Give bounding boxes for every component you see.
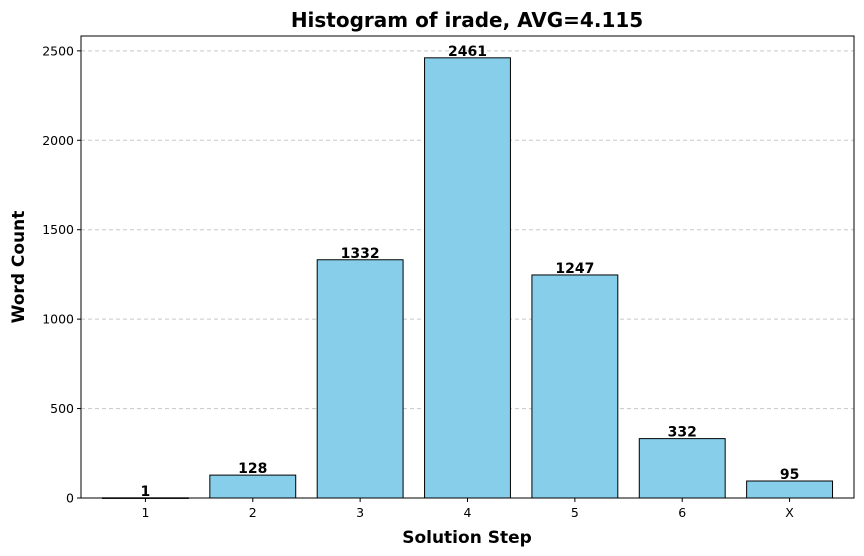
x-tick-label: X	[785, 505, 794, 520]
x-tick-label: 1	[141, 505, 149, 520]
x-tick-label: 3	[356, 505, 364, 520]
data-label: 95	[780, 467, 799, 483]
data-label: 1247	[555, 261, 594, 277]
y-tick-label: 1500	[42, 222, 74, 237]
y-axis-title: Word Count	[9, 211, 29, 324]
y-tick-label: 2000	[42, 133, 74, 148]
data-labels: 1 128 1332 2461 1247 332 95	[141, 44, 800, 500]
data-label: 2461	[448, 44, 487, 60]
x-axis: 1 2 3 4 5 6 X	[141, 498, 794, 520]
bar	[746, 480, 834, 499]
data-label: 128	[238, 461, 267, 477]
bar	[424, 57, 511, 499]
x-tick-label: 6	[678, 505, 686, 520]
x-tick-label: 2	[249, 505, 257, 520]
bar	[531, 274, 619, 499]
bars	[101, 57, 834, 499]
y-tick-label: 0	[66, 491, 74, 506]
bar	[316, 259, 404, 499]
y-tick-label: 500	[50, 401, 74, 416]
x-tick-label: 5	[571, 505, 579, 520]
y-tick-label: 2500	[42, 43, 74, 58]
y-axis: 0 500 1000 1500 2000 2500	[42, 43, 81, 506]
x-axis-title: Solution Step	[402, 528, 532, 548]
y-tick-label: 1000	[42, 312, 74, 327]
chart-title: Histogram of irade, AVG=4.115	[291, 8, 643, 32]
bar	[638, 438, 726, 499]
data-label: 1332	[341, 246, 380, 262]
data-label: 1	[141, 484, 151, 500]
data-label: 332	[668, 425, 697, 441]
bar	[209, 474, 297, 499]
x-tick-label: 4	[464, 505, 472, 520]
